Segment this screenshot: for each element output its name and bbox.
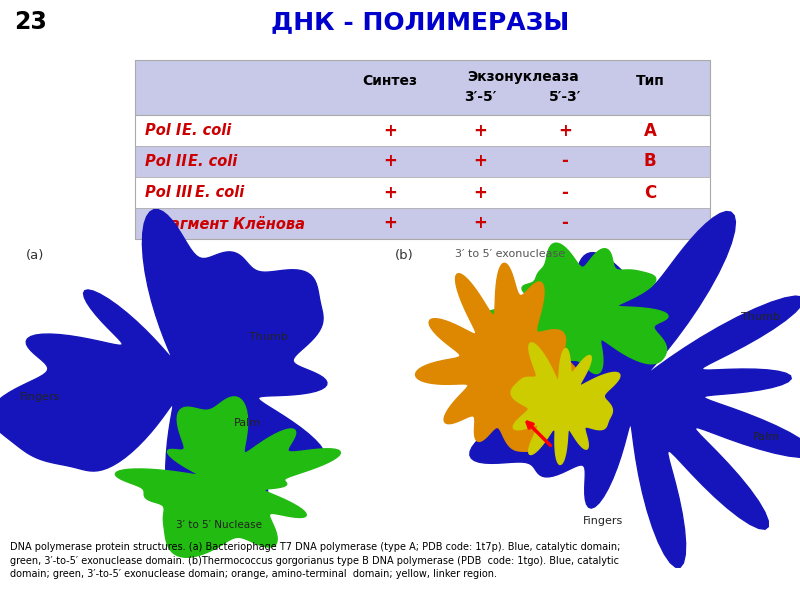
Text: +: +: [558, 121, 572, 139]
Text: (a): (a): [26, 249, 44, 262]
Text: Pol II: Pol II: [145, 154, 187, 169]
Text: B: B: [644, 152, 656, 170]
Text: Фрагмент Клёнова: Фрагмент Клёнова: [145, 215, 305, 232]
Text: 3′-5′: 3′-5′: [464, 90, 496, 104]
Bar: [135, 146, 710, 177]
Text: +: +: [383, 121, 397, 139]
Text: Fingers: Fingers: [582, 516, 622, 526]
Text: 23: 23: [14, 10, 47, 34]
Text: +: +: [383, 214, 397, 232]
Text: Fingers: Fingers: [20, 392, 60, 403]
Text: ДНК - ПОЛИМЕРАЗЫ: ДНК - ПОЛИМЕРАЗЫ: [271, 10, 569, 34]
Text: C: C: [644, 184, 656, 202]
Polygon shape: [511, 343, 620, 464]
Text: E. coli: E. coli: [189, 154, 238, 169]
Text: -: -: [562, 214, 569, 232]
Text: 3′ to 5′ exonuclease: 3′ to 5′ exonuclease: [455, 249, 565, 259]
Text: A: A: [643, 121, 657, 139]
Text: +: +: [473, 214, 487, 232]
Text: 3′ to 5′ Nuclease: 3′ to 5′ Nuclease: [176, 520, 262, 530]
Text: +: +: [473, 184, 487, 202]
Text: 5′-3′: 5′-3′: [549, 90, 581, 104]
Text: Palm: Palm: [753, 433, 780, 443]
Text: +: +: [383, 152, 397, 170]
Text: Экзонуклеаза: Экзонуклеаза: [466, 70, 578, 84]
Text: E. coli: E. coli: [194, 185, 244, 200]
Text: Тип: Тип: [636, 74, 664, 88]
Polygon shape: [415, 263, 581, 451]
Text: Pol III: Pol III: [145, 185, 192, 200]
Text: -: -: [562, 152, 569, 170]
Text: Palm: Palm: [234, 418, 261, 427]
Text: E. coli: E. coli: [182, 123, 231, 138]
Text: (b): (b): [395, 249, 414, 262]
Text: -: -: [562, 184, 569, 202]
Bar: [135, 208, 710, 239]
Polygon shape: [0, 209, 327, 538]
Polygon shape: [477, 243, 668, 374]
Polygon shape: [115, 397, 340, 557]
Text: Thumb: Thumb: [741, 313, 780, 323]
Text: Синтез: Синтез: [362, 74, 418, 88]
Text: +: +: [473, 152, 487, 170]
Text: +: +: [383, 184, 397, 202]
Text: Thumb: Thumb: [249, 332, 288, 343]
Polygon shape: [470, 212, 800, 567]
Text: +: +: [473, 121, 487, 139]
Bar: [135, 60, 710, 239]
Bar: [135, 60, 710, 115]
Text: DNA polymerase protein structures. (a) Bacteriophage T7 DNA polymerase (type A; : DNA polymerase protein structures. (a) B…: [10, 542, 620, 579]
Bar: [135, 115, 710, 146]
Text: Pol I: Pol I: [145, 123, 182, 138]
Bar: [135, 177, 710, 208]
